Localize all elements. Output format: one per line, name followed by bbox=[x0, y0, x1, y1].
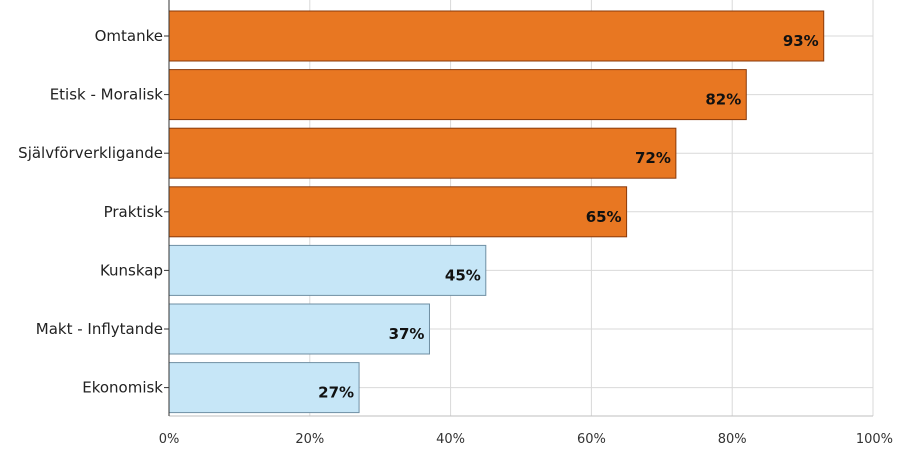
value-label: 72% bbox=[635, 149, 671, 167]
category-label: Makt - Inflytande bbox=[36, 320, 163, 338]
value-labels: 93% 82% 72% 65% 45% 37% 27% bbox=[318, 32, 819, 402]
y-axis bbox=[164, 0, 170, 416]
category-label: Ekonomisk bbox=[82, 379, 163, 397]
x-tick-label: 40% bbox=[436, 432, 465, 447]
category-label: Omtanke bbox=[95, 27, 163, 45]
bar-kunskap bbox=[168, 244, 487, 296]
bar-omtanke bbox=[168, 10, 825, 62]
value-label: 93% bbox=[783, 32, 819, 50]
x-tick-label: 80% bbox=[718, 432, 747, 447]
bar-praktisk bbox=[168, 186, 628, 238]
x-tick-label: 20% bbox=[295, 432, 324, 447]
value-label: 65% bbox=[586, 208, 622, 226]
x-tick-label: 0% bbox=[159, 432, 180, 447]
category-label: Etisk - Moralisk bbox=[50, 86, 164, 104]
value-label: 27% bbox=[318, 384, 354, 402]
category-labels: Omtanke Etisk - Moralisk Självförverkligan… bbox=[18, 27, 163, 397]
category-label: Praktisk bbox=[104, 203, 164, 221]
x-axis-ticks: 0% 20% 40% 60% 80% 100% bbox=[159, 432, 893, 447]
x-tick-label: 100% bbox=[856, 432, 893, 447]
x-tick-label: 60% bbox=[577, 432, 606, 447]
value-label: 37% bbox=[389, 325, 425, 343]
value-label: 45% bbox=[445, 266, 481, 284]
bar-etisk-moralisk bbox=[168, 69, 747, 121]
category-label: Självförverkligande bbox=[18, 144, 163, 162]
value-label: 82% bbox=[705, 91, 741, 109]
bars bbox=[168, 10, 825, 414]
category-label: Kunskap bbox=[100, 261, 163, 279]
bar-självförverkligande bbox=[168, 127, 677, 179]
bar-ekonomisk bbox=[168, 362, 360, 414]
